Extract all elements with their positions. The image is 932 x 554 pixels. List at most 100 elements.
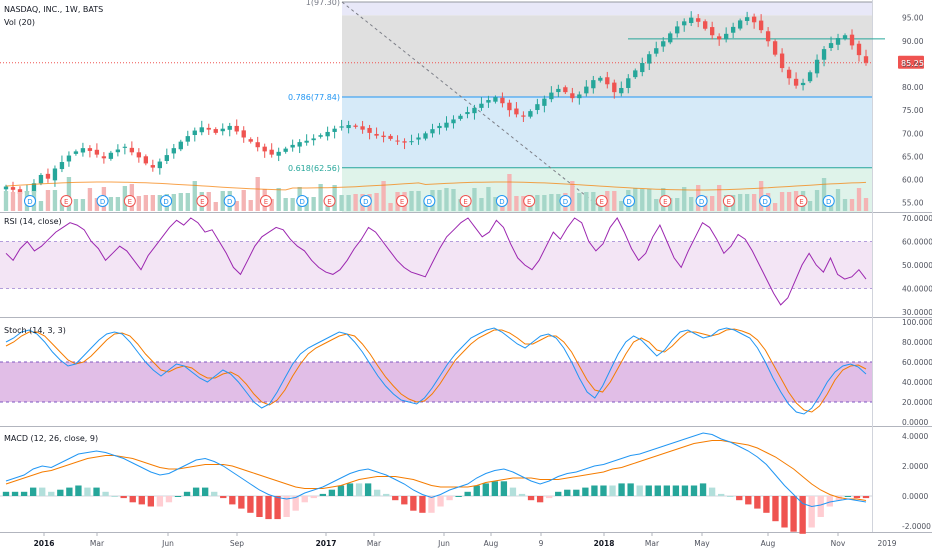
macd-histogram-bar <box>772 496 779 522</box>
stoch-axis-tick: 40.0000 <box>902 378 932 387</box>
candle-body <box>675 26 680 34</box>
rsi-axis-tick: 60.0000 <box>902 238 932 247</box>
candle-body <box>136 152 142 158</box>
event-marker-label: D <box>227 198 232 206</box>
price-axis-tick: 60.00 <box>902 176 924 185</box>
candle-body <box>73 151 79 154</box>
volume-bar <box>584 192 589 211</box>
macd-histogram-bar <box>201 487 209 496</box>
volume-bar <box>710 196 715 211</box>
macd-histogram-bar <box>355 483 363 496</box>
event-marker-label: D <box>163 198 168 206</box>
macd-histogram-bar <box>500 481 508 496</box>
candle-body <box>612 82 617 93</box>
x-axis-tick: May <box>694 539 710 548</box>
candle-body <box>563 87 568 93</box>
candle-body <box>94 149 100 155</box>
candle-body <box>66 155 72 162</box>
event-marker-label: E <box>200 198 204 206</box>
macd-axis-tick: 2.0000 <box>902 462 928 471</box>
volume-bar <box>751 194 757 211</box>
event-marker-label: E <box>663 198 667 206</box>
price-axis-tick: 70.00 <box>902 129 924 138</box>
macd-histogram-bar <box>627 483 634 496</box>
volume-bar <box>786 192 792 211</box>
candle-body <box>437 125 442 129</box>
candle-body <box>3 186 9 190</box>
volume-bar <box>591 192 596 211</box>
candle-body <box>101 156 107 159</box>
volume-bar <box>283 198 288 211</box>
candle-body <box>416 137 421 140</box>
macd-histogram-bar <box>66 487 73 496</box>
text-layer: NASDAQ, INC., 1W, BATS Vol (20) RSI (14,… <box>4 0 932 548</box>
x-axis-tick: Nov <box>831 539 846 548</box>
dividend-marker <box>495 195 508 207</box>
volume-bar <box>290 198 295 211</box>
candle-body <box>619 87 624 94</box>
volume-bar <box>535 195 540 211</box>
candle-body <box>863 56 869 63</box>
volume-bar <box>444 188 449 211</box>
macd-histogram-bar <box>274 496 281 520</box>
macd-title: MACD (12, 26, close, 9) <box>4 434 98 443</box>
x-axis-tick: Mar <box>645 539 660 548</box>
candle-body <box>395 140 400 142</box>
candle-body <box>835 38 841 45</box>
volume-bar <box>381 181 386 211</box>
candle-body <box>234 125 239 132</box>
volume-ma-line <box>5 181 867 191</box>
macd-histogram-bar <box>527 496 535 501</box>
macd-signal-line <box>5 440 867 501</box>
candle-body <box>542 98 547 106</box>
volume-bar <box>814 190 820 211</box>
main-layer <box>2 11 924 534</box>
volume-bar <box>346 195 351 211</box>
macd-histogram-bar <box>437 496 444 507</box>
macd-axis-tick: 4.0000 <box>902 432 928 441</box>
event-marker-label: D <box>762 198 767 206</box>
candle-body <box>723 33 729 40</box>
candle-body <box>360 126 365 130</box>
candle-body <box>248 139 253 142</box>
volume-bar <box>52 190 58 211</box>
candle-body <box>772 41 778 55</box>
volume-bar <box>842 199 848 211</box>
macd-histogram-bar <box>717 493 725 496</box>
volume-bar <box>45 190 51 211</box>
candle-body <box>10 187 16 190</box>
candle-body <box>115 149 121 153</box>
macd-histogram-bar <box>455 496 462 497</box>
candle-body <box>661 41 666 47</box>
candle-body <box>332 128 337 132</box>
volume-bar <box>171 194 176 211</box>
macd-histogram-bar <box>220 496 227 499</box>
candle-body <box>59 162 65 170</box>
candle-body <box>290 144 295 148</box>
candle-body <box>80 148 86 153</box>
x-axis-tick: Aug <box>761 539 776 548</box>
rsi-axis-tick: 70.0000 <box>902 214 932 223</box>
event-marker-label: D <box>100 198 105 206</box>
candle-body <box>765 31 771 42</box>
candle-body <box>682 21 687 26</box>
macd-histogram-bar <box>736 496 743 501</box>
candle-body <box>325 131 330 137</box>
macd-histogram-bar <box>591 485 598 496</box>
volume-bar <box>682 187 687 211</box>
macd-histogram-bar <box>419 496 426 513</box>
event-marker-label: D <box>300 198 305 206</box>
candle-body <box>465 112 470 115</box>
x-axis-tick: 2017 <box>316 539 337 548</box>
macd-histogram-bar <box>292 496 299 511</box>
earnings-marker <box>123 195 136 207</box>
volume-bar <box>17 192 23 211</box>
volume-bar <box>514 196 519 211</box>
candle-body <box>654 48 659 54</box>
candle-body <box>381 135 386 138</box>
candle-body <box>17 189 23 194</box>
earnings-marker <box>459 195 472 207</box>
volume-bar <box>38 201 44 211</box>
macd-histogram-bar <box>654 485 661 496</box>
